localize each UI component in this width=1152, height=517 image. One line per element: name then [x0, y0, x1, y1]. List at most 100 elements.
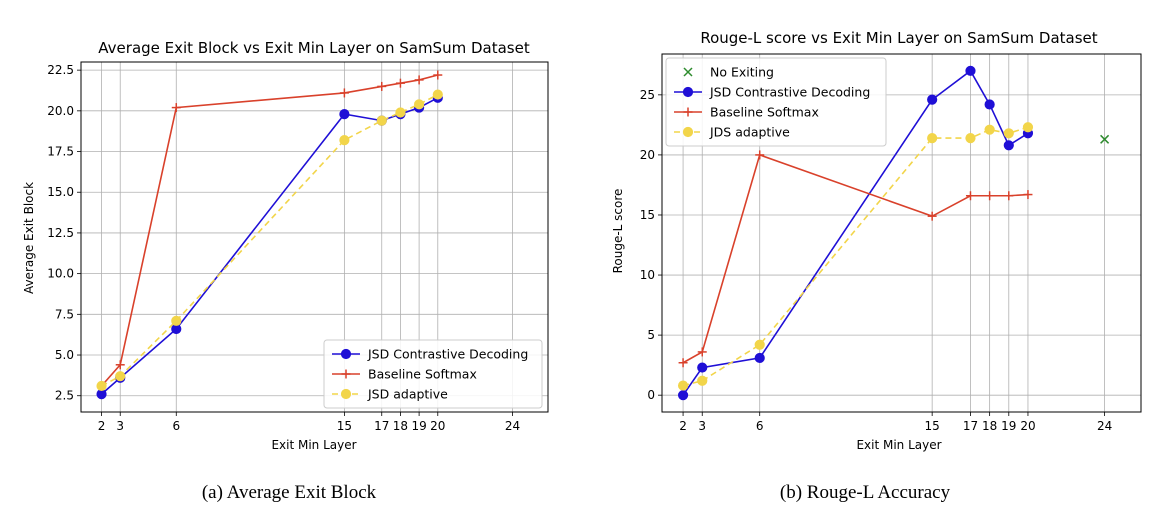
- x-tick-label: 24: [505, 419, 520, 433]
- y-tick-label: 25: [640, 88, 655, 102]
- chart-title: Rouge-L score vs Exit Min Layer on SamSu…: [700, 29, 1097, 47]
- series-no-exiting: [1100, 134, 1110, 144]
- x-tick-label: 19: [411, 419, 426, 433]
- series-jds-adaptive: [677, 122, 1034, 391]
- x-tick-label: 15: [337, 419, 352, 433]
- x-tick-label: 17: [374, 419, 389, 433]
- y-tick-label: 10.0: [47, 267, 74, 281]
- legend-swatch-marker: [682, 86, 694, 98]
- data-point: [984, 99, 995, 110]
- data-point: [414, 99, 425, 110]
- legend-item: JDS adaptive: [674, 125, 790, 140]
- y-tick-label: 2.5: [55, 389, 74, 403]
- legend-box: [665, 57, 887, 147]
- legend-item: No Exiting: [683, 65, 774, 80]
- data-point: [171, 315, 182, 326]
- series-line: [100, 74, 438, 387]
- legend-swatch-marker: [340, 388, 352, 400]
- legend-swatch-marker: [341, 369, 351, 379]
- y-tick-label: 20.0: [47, 104, 74, 118]
- y-tick-label: 12.5: [47, 226, 74, 240]
- y-tick-label: 5: [647, 328, 655, 342]
- legend: JSD Contrastive Decoding Baseline Softmax…: [323, 339, 543, 409]
- data-point: [677, 380, 689, 391]
- y-tick-label: 0: [647, 388, 655, 402]
- y-tick-label: 15: [640, 208, 655, 222]
- data-point: [395, 107, 406, 118]
- data-point: [339, 108, 350, 120]
- legend-label: JSD adaptive: [367, 387, 448, 402]
- data-point: [339, 88, 349, 98]
- data-point: [927, 211, 937, 221]
- y-tick-label: 17.5: [47, 145, 74, 159]
- data-point: [697, 347, 707, 357]
- data-point: [678, 358, 688, 368]
- x-tick-label: 3: [116, 419, 124, 433]
- data-point: [1003, 140, 1014, 151]
- series-line: [682, 126, 1029, 387]
- y-tick-label: 10: [640, 268, 655, 282]
- legend-item: Baseline Softmax: [332, 367, 477, 382]
- x-tick-label: 20: [1020, 419, 1035, 433]
- data-point: [927, 94, 938, 105]
- legend-label: No Exiting: [710, 65, 774, 80]
- data-point: [115, 371, 126, 382]
- plot-frame: [661, 53, 1142, 413]
- data-point: [339, 135, 350, 146]
- legend-swatch-marker: [340, 348, 352, 360]
- legend-label: Baseline Softmax: [710, 105, 819, 120]
- figure-caption: (b) Rouge-L Accuracy: [780, 482, 951, 503]
- x-tick-label: 18: [982, 419, 997, 433]
- legend-label: JDS adaptive: [709, 125, 790, 140]
- x-axis-label: Exit Min Layer: [271, 438, 356, 452]
- x-tick-label: 19: [1001, 419, 1016, 433]
- x-tick-label: 3: [698, 419, 706, 433]
- y-axis-label: Average Exit Block: [22, 182, 36, 294]
- legend-label: JSD Contrastive Decoding: [709, 85, 870, 100]
- series-baseline-softmax: [678, 150, 1033, 368]
- series-line: [682, 69, 1029, 396]
- data-point: [433, 70, 443, 80]
- legend: No Exiting JSD Contrastive Decoding Baseli…: [665, 57, 887, 147]
- x-tick-label: 2: [98, 419, 106, 433]
- data-point: [677, 390, 689, 401]
- data-point: [697, 362, 708, 373]
- series-line: [682, 153, 1029, 364]
- y-tick-label: 5.0: [55, 348, 74, 362]
- data-point: [697, 375, 708, 386]
- x-axis-label: Exit Min Layer: [856, 438, 941, 452]
- x-tick-label: 6: [172, 419, 180, 433]
- data-point: [754, 339, 765, 350]
- y-tick-label: 22.5: [47, 63, 74, 77]
- data-point: [377, 81, 387, 91]
- legend-swatch-marker: [683, 67, 693, 77]
- data-point: [96, 380, 107, 392]
- data-point: [414, 75, 424, 85]
- legend-swatch-marker: [683, 107, 693, 117]
- figure-caption: (a) Average Exit Block: [202, 482, 377, 503]
- x-tick-label: 17: [963, 419, 978, 433]
- legend-label: JSD Contrastive Decoding: [367, 347, 528, 362]
- x-tick-label: 6: [756, 419, 764, 433]
- data-point: [965, 132, 976, 144]
- data-point: [1003, 128, 1014, 139]
- legend-item: JSD adaptive: [332, 387, 448, 402]
- y-tick-label: 20: [640, 148, 655, 162]
- data-point: [171, 103, 181, 113]
- legend-item: JSD Contrastive Decoding: [332, 347, 528, 362]
- data-point: [965, 65, 976, 76]
- data-point: [115, 360, 125, 370]
- y-tick-label: 7.5: [55, 307, 74, 321]
- legend-box: [323, 339, 543, 409]
- data-point: [1100, 134, 1110, 144]
- chart-title: Average Exit Block vs Exit Min Layer on …: [98, 39, 530, 57]
- y-axis-label: Rouge-L score: [611, 189, 625, 274]
- x-tick-label: 20: [430, 419, 445, 433]
- data-point: [965, 191, 975, 201]
- legend-label: Baseline Softmax: [368, 367, 477, 382]
- legend-item: Baseline Softmax: [674, 105, 819, 120]
- series-jsd-adaptive: [96, 89, 443, 392]
- x-tick-label: 15: [925, 419, 940, 433]
- chart-average-exit-block: Average Exit Block vs Exit Min Layer on …: [22, 39, 549, 503]
